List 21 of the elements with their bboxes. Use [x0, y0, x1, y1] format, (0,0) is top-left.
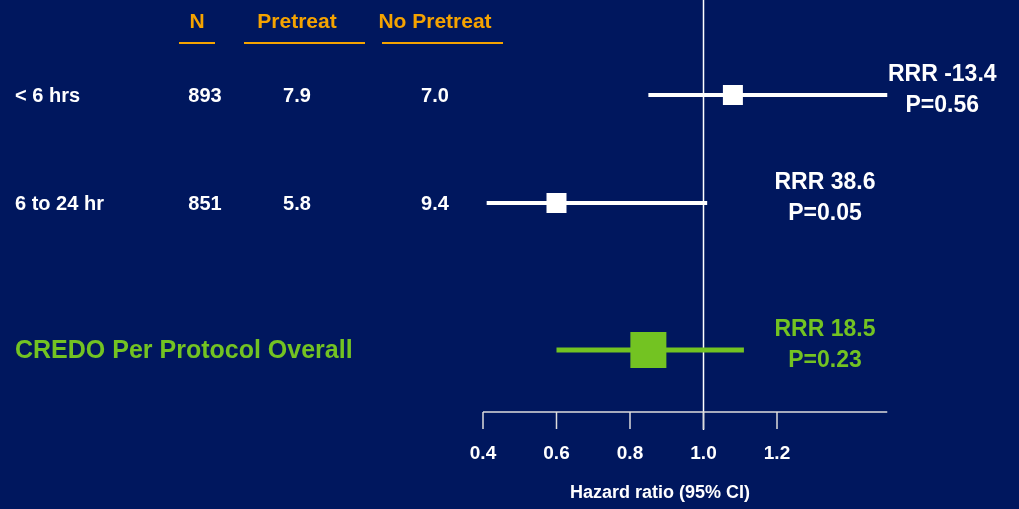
text: 7.9: [283, 84, 311, 106]
y-tick-label: 6 to 24 hr: [15, 192, 105, 214]
x-axis-title: Hazard ratio (95% CI): [569, 482, 751, 502]
text: N: [189, 9, 205, 32]
y-tick-label: CREDO Per Protocol Overall: [15, 335, 353, 363]
x-tick-label: 0.8: [616, 442, 644, 463]
y-tick-label: < 6 hrs: [15, 84, 81, 106]
text: 7.0: [421, 84, 449, 106]
annotation: No Pretreat: [378, 9, 492, 32]
annotation: RRR 38.6 P=0.05: [774, 168, 876, 225]
text: 5.8: [283, 192, 311, 214]
text: 851: [188, 192, 222, 214]
x-tick-label: 1.0: [690, 442, 717, 463]
text: RRR -13.4 P=0.56: [887, 60, 997, 117]
x-tick-label: 0.6: [543, 442, 570, 463]
x-tick-label: 1.2: [763, 442, 791, 463]
text: 9.4: [421, 192, 450, 214]
text: 893: [188, 84, 222, 106]
x-tick-label: 0.4: [469, 442, 497, 463]
text: Pretreat: [257, 9, 337, 32]
annotation: RRR 18.5 P=0.23: [774, 315, 876, 372]
